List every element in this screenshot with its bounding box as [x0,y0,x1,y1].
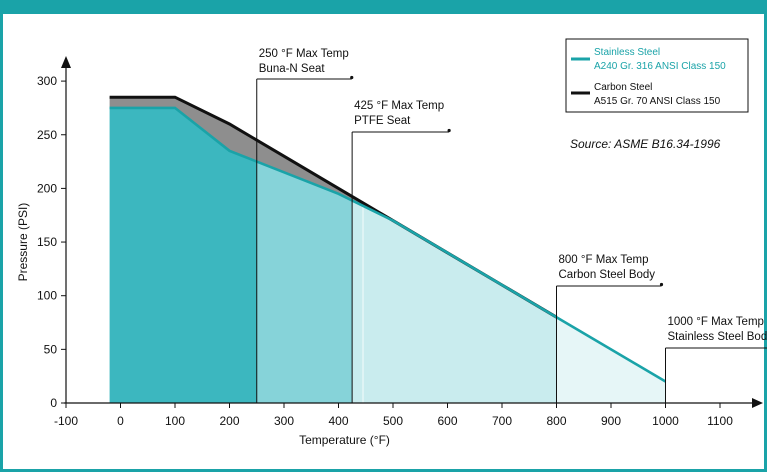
legend-label-carbon-steel: Carbon Steel [594,82,652,93]
x-tick-label: 0 [117,414,124,428]
y-tick-label: 0 [50,396,57,410]
legend-detail-stainless-steel: A240 Gr. 316 ANSI Class 150 [594,61,726,72]
series-line-stainless-steel [109,106,667,383]
x-tick-label: 100 [165,414,185,428]
x-tick-label: 300 [274,414,294,428]
x-axis-title: Temperature (°F) [299,433,390,447]
annotation-bracket-dot [350,75,354,80]
x-tick-label: 500 [383,414,403,428]
x-tick-label: 1100 [707,414,733,428]
band-carbon-steel-body [352,200,557,403]
annotation-sublabel: Stainless Steel Body [668,331,767,343]
x-tick-label: 600 [437,414,457,428]
band-stainless-steel-body [556,317,666,403]
annotation-sublabel: Carbon Steel Body [559,269,656,281]
x-tick-label: -100 [54,414,78,428]
x-tick-label: 1000 [652,414,679,428]
annotation-sublabel: Buna-N Seat [259,63,326,75]
source-note: Source: ASME B16.34-1996 [570,137,721,151]
annotation-bracket-dot [659,282,664,287]
y-axis-arrow-icon [61,56,71,68]
annotation-label: 800 °F Max Temp [559,254,649,266]
annotation-label: 250 °F Max Temp [259,48,349,60]
x-tick-label: 800 [546,414,566,428]
y-tick-label: 100 [37,289,57,303]
legend-label-stainless-steel: Stainless Steel [594,47,660,58]
legend-detail-carbon-steel: A515 Gr. 70 ANSI Class 150 [594,96,721,107]
x-axis-arrow-icon [752,398,763,408]
annotation-bracket-dot [447,128,451,133]
x-tick-label: 900 [601,414,621,428]
x-tick-label: 700 [492,414,512,428]
y-axis-title: Pressure (PSI) [16,203,30,282]
band-buna-n-seat [109,107,257,404]
y-tick-label: 250 [37,128,57,142]
annotation-sublabel: PTFE Seat [354,115,411,127]
legend-box [565,38,749,113]
y-tick-label: 150 [37,235,57,249]
x-tick-label: 400 [328,414,348,428]
y-tick-label: 200 [37,181,57,195]
annotation-label: 425 °F Max Temp [354,100,444,112]
y-tick-label: 50 [44,342,58,356]
y-tick-label: 300 [37,74,57,88]
x-tick-label: 200 [219,414,239,428]
annotation-label: 1000 °F Max Temp [668,316,764,328]
band-ptfe-seat [256,161,353,403]
